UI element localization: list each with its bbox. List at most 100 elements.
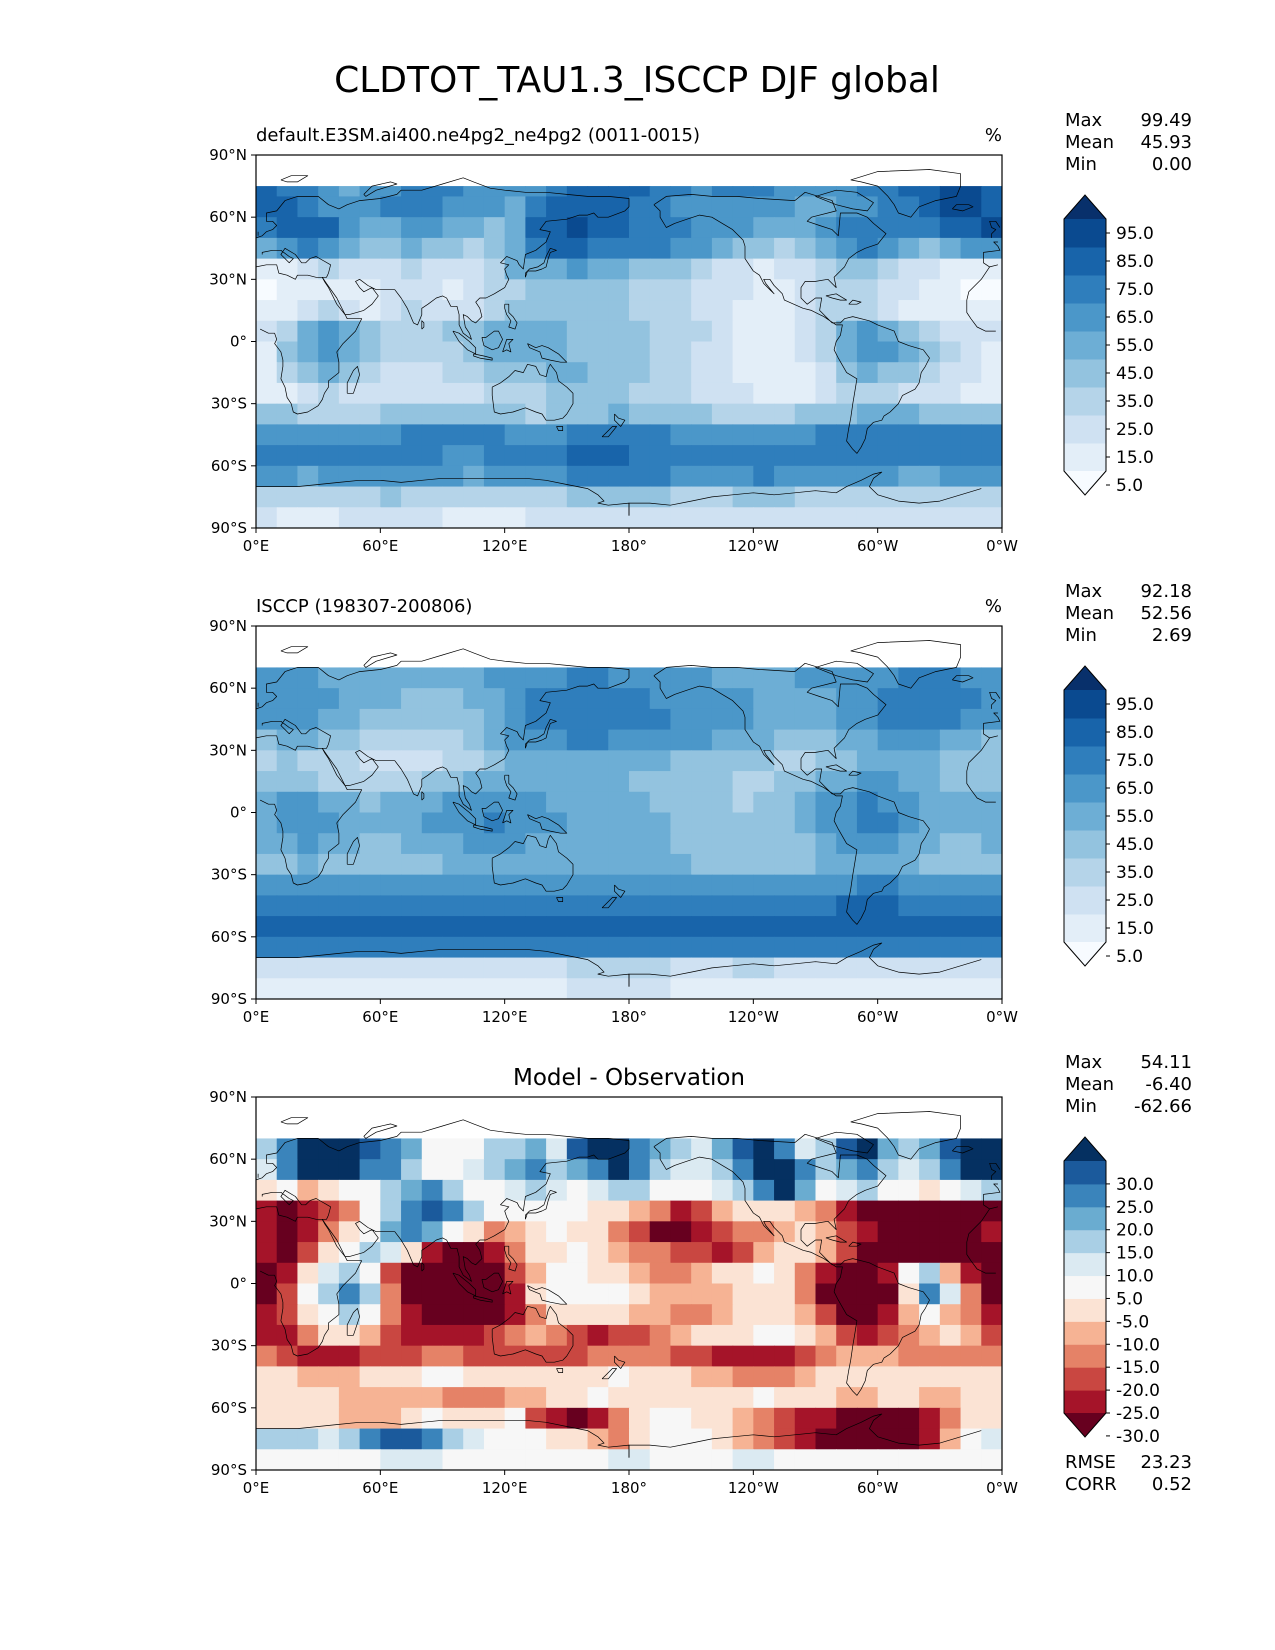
field-cell	[794, 1242, 817, 1264]
field-cell	[442, 853, 464, 876]
field-cell	[856, 916, 879, 938]
x-tick-label: 60°E	[362, 1479, 398, 1497]
field-cell	[836, 791, 858, 814]
field-cell	[815, 258, 837, 280]
field-cell	[401, 279, 423, 301]
field-cell	[919, 196, 941, 218]
field-cell	[919, 812, 941, 834]
field-cell	[877, 833, 899, 855]
field-cell	[794, 320, 817, 343]
field-cell	[587, 1242, 609, 1264]
field-cell	[919, 362, 941, 384]
field-cell	[380, 978, 402, 999]
field-cell	[794, 1428, 817, 1450]
field-cell	[836, 1345, 858, 1367]
field-cell	[546, 186, 568, 198]
field-cell	[691, 1159, 713, 1181]
field-cell	[753, 936, 775, 959]
field-cell	[380, 708, 402, 731]
field-cell	[732, 1449, 754, 1470]
colorbar-tick-label: 85.0	[1116, 723, 1154, 743]
field-cell	[836, 874, 858, 896]
field-cell	[629, 1366, 651, 1388]
x-tick-label: 60°E	[362, 537, 398, 555]
field-cell	[525, 1200, 547, 1222]
field-cell	[753, 1449, 775, 1470]
field-cell	[401, 300, 423, 322]
colorbar-tick-label: 55.0	[1116, 807, 1154, 827]
field-cell	[297, 916, 319, 938]
field-cell	[649, 300, 672, 322]
field-cell	[566, 445, 589, 467]
field-cell	[566, 1242, 589, 1264]
field-cell	[877, 217, 899, 239]
field-cell	[711, 895, 734, 917]
field-cell	[732, 957, 754, 979]
field-cell	[442, 341, 464, 363]
field-cell	[981, 1242, 1002, 1264]
field-cell	[794, 688, 817, 710]
field-cell	[566, 874, 589, 896]
field-cell	[608, 916, 630, 938]
field-cell	[483, 978, 506, 999]
field-cell	[898, 465, 920, 488]
field-cell	[774, 750, 796, 772]
field-cell	[898, 186, 920, 198]
field-cell	[898, 1221, 920, 1243]
field-cell	[338, 1387, 361, 1409]
field-cell	[463, 729, 485, 751]
field-cell	[981, 237, 1002, 260]
field-cell	[525, 1345, 547, 1367]
field-cell	[711, 237, 734, 260]
coastline-new-zealand-north	[614, 413, 626, 427]
field-cell	[753, 853, 775, 876]
field-cell	[256, 667, 278, 689]
field-cell	[691, 771, 713, 793]
field-cell	[919, 403, 941, 425]
field-cell	[504, 936, 526, 959]
field-cell	[981, 486, 1002, 508]
field-cell	[649, 1428, 672, 1450]
field-cell	[939, 1200, 962, 1222]
field-cell	[711, 186, 734, 198]
field-cell	[794, 708, 817, 731]
field-cell	[256, 812, 278, 834]
field-cell	[504, 771, 526, 793]
field-cell	[774, 1283, 796, 1305]
field-cell	[566, 812, 589, 834]
field-cell	[608, 1304, 630, 1326]
field-cell	[794, 895, 817, 917]
field-cell	[276, 812, 299, 834]
field-cell	[877, 1366, 899, 1388]
field-cell	[318, 1221, 340, 1243]
colorbar-tick-label: 95.0	[1116, 695, 1154, 715]
field-cell	[981, 382, 1002, 405]
field-cell	[276, 424, 299, 446]
field-cell	[442, 916, 464, 938]
field-cell	[421, 300, 444, 322]
field-cell	[877, 1428, 899, 1450]
field-cell	[794, 403, 817, 425]
field-cell	[939, 874, 962, 896]
field-cell	[753, 812, 775, 834]
field-cell	[463, 936, 485, 959]
field-cell	[753, 196, 775, 218]
field-cell	[856, 853, 879, 876]
field-cell	[691, 507, 713, 528]
field-cell	[546, 1159, 568, 1181]
x-tick-label: 0°W	[986, 537, 1018, 555]
coastline-antarctica	[628, 1413, 982, 1458]
field-cell	[297, 507, 319, 528]
field-cell	[256, 1179, 278, 1202]
field-cell	[504, 978, 526, 999]
field-cell	[421, 465, 444, 488]
field-cell	[297, 1407, 319, 1430]
field-cell	[401, 237, 423, 260]
field-cell	[981, 279, 1002, 301]
field-cell	[338, 1262, 361, 1285]
field-cell	[463, 362, 485, 384]
field-cell	[483, 196, 506, 218]
field-cell	[566, 1159, 589, 1181]
field-cell	[960, 667, 982, 689]
field-cell	[401, 688, 423, 710]
